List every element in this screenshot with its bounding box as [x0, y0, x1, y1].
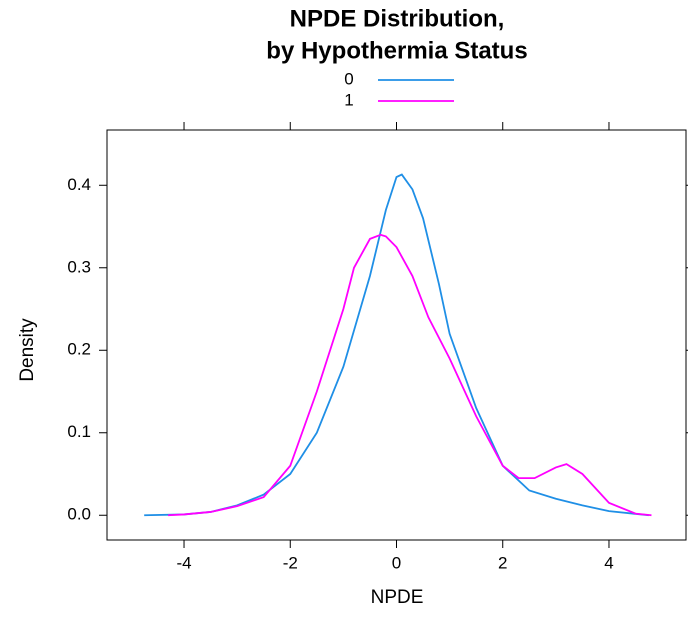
y-tick-label: 0.0: [67, 505, 91, 524]
x-tick-label: -4: [176, 553, 191, 572]
x-tick-label: -2: [283, 553, 298, 572]
y-tick-label: 0.2: [67, 340, 91, 359]
x-tick-label: 4: [604, 553, 613, 572]
x-axis-label: NPDE: [371, 587, 424, 608]
density-line: [168, 233, 652, 517]
plot-frame: [106, 129, 687, 541]
legend-label: 0: [344, 69, 353, 88]
x-tick-label: 0: [392, 553, 401, 572]
chart-title: NPDE Distribution,: [290, 5, 505, 32]
y-axis-label: Density: [17, 318, 38, 382]
x-tick-label: 2: [498, 553, 507, 572]
chart-title: by Hypothermia Status: [266, 37, 527, 64]
density-line: [144, 173, 649, 517]
y-tick-label: 0.1: [67, 422, 91, 441]
y-tick-label: 0.4: [67, 175, 91, 194]
y-tick-label: 0.3: [67, 257, 91, 276]
legend-label: 1: [344, 90, 353, 109]
